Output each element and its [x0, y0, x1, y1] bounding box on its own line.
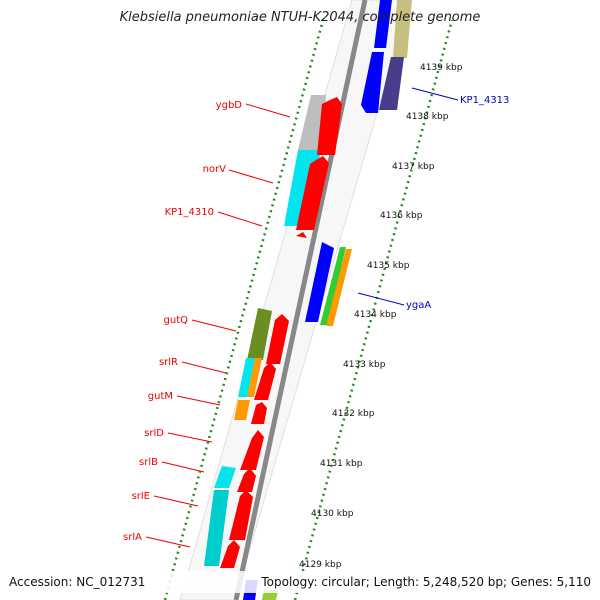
- genome-summary-text: Topology: circular; Length: 5,248,520 bp…: [261, 575, 591, 589]
- gene-kp1-4313[interactable]: [379, 57, 404, 110]
- ruler-outer: [163, 19, 325, 600]
- gene-red-5[interactable]: [251, 402, 267, 424]
- left-leaders: [145, 103, 291, 548]
- gene-label-srlR[interactable]: srlR: [159, 357, 178, 368]
- gene-label-gutM[interactable]: gutM: [148, 391, 173, 402]
- tick-label: 4131 kbp: [320, 459, 363, 469]
- gene-label-srlA[interactable]: srlA: [123, 532, 142, 543]
- gene-label-srlB[interactable]: srlB: [139, 457, 158, 468]
- gene-blue-top[interactable]: [374, 0, 392, 48]
- gene-ygaA[interactable]: [326, 249, 352, 326]
- gene-blue-kp1-4313[interactable]: [361, 52, 384, 113]
- tick-label: 4129 kbp: [299, 560, 342, 570]
- gene-label-ygaA[interactable]: ygaA: [406, 300, 431, 311]
- gene-green-ygaA[interactable]: [320, 247, 346, 325]
- gene-gutQ[interactable]: [247, 308, 272, 360]
- right-leaders: [357, 87, 459, 306]
- gene-label-srlE[interactable]: srlE: [132, 491, 150, 502]
- gene-label-gutQ[interactable]: gutQ: [164, 315, 189, 326]
- gene-red-1[interactable]: [317, 97, 342, 155]
- gene-label-norV[interactable]: norV: [203, 164, 227, 175]
- genome-backbone: [233, 0, 368, 600]
- tick-label: 4136 kbp: [380, 211, 423, 221]
- tick-label: 4139 kbp: [420, 63, 463, 73]
- gene-label-srlD[interactable]: srlD: [144, 428, 164, 439]
- tick-label: 4134 kbp: [354, 310, 397, 320]
- tick-label: 4137 kbp: [392, 162, 435, 172]
- gene-label-KP1-4313[interactable]: KP1_4313: [460, 95, 509, 106]
- gene-blue-ygaA[interactable]: [305, 242, 334, 322]
- footer-background: [0, 571, 600, 593]
- gene-red-4[interactable]: [254, 362, 276, 400]
- gene-srlE[interactable]: [204, 490, 229, 566]
- tick-label: 4133 kbp: [343, 360, 386, 370]
- gene-labels: ygbD norV KP1_4310 gutQ srlR gutM srlD s…: [123, 95, 509, 543]
- gene-label-ygbD[interactable]: ygbD: [216, 100, 243, 111]
- gene-srlB[interactable]: [237, 468, 256, 492]
- gene-kp1-4310[interactable]: [296, 232, 307, 238]
- tick-label: 4135 kbp: [367, 261, 410, 271]
- gene-red-2[interactable]: [296, 156, 329, 230]
- gene-red-srlE[interactable]: [229, 490, 253, 540]
- page-title: Klebsiella pneumoniae NTUH-K2044, comple…: [119, 10, 481, 25]
- gene-red-3[interactable]: [266, 314, 289, 364]
- gene-srlD[interactable]: [240, 430, 264, 470]
- gene-cyan-srlE[interactable]: [214, 466, 236, 488]
- gene-srlA[interactable]: [220, 540, 240, 568]
- gene-label-KP1-4310[interactable]: KP1_4310: [165, 207, 214, 218]
- kbp-ticks: 4139 kbp 4138 kbp 4137 kbp 4136 kbp 4135…: [299, 63, 463, 570]
- accession-text: Accession: NC_012731: [9, 575, 146, 589]
- gene-gutM[interactable]: [234, 400, 250, 420]
- gene-khaki-top[interactable]: [393, 0, 412, 58]
- gene-features: [204, 0, 412, 600]
- ruler-inner: [293, 19, 454, 600]
- gene-srlR[interactable]: [238, 358, 255, 397]
- gene-orange-srlR[interactable]: [247, 358, 262, 397]
- tick-label: 4130 kbp: [311, 509, 354, 519]
- tick-label: 4132 kbp: [332, 409, 375, 419]
- tick-label: 4138 kbp: [406, 112, 449, 122]
